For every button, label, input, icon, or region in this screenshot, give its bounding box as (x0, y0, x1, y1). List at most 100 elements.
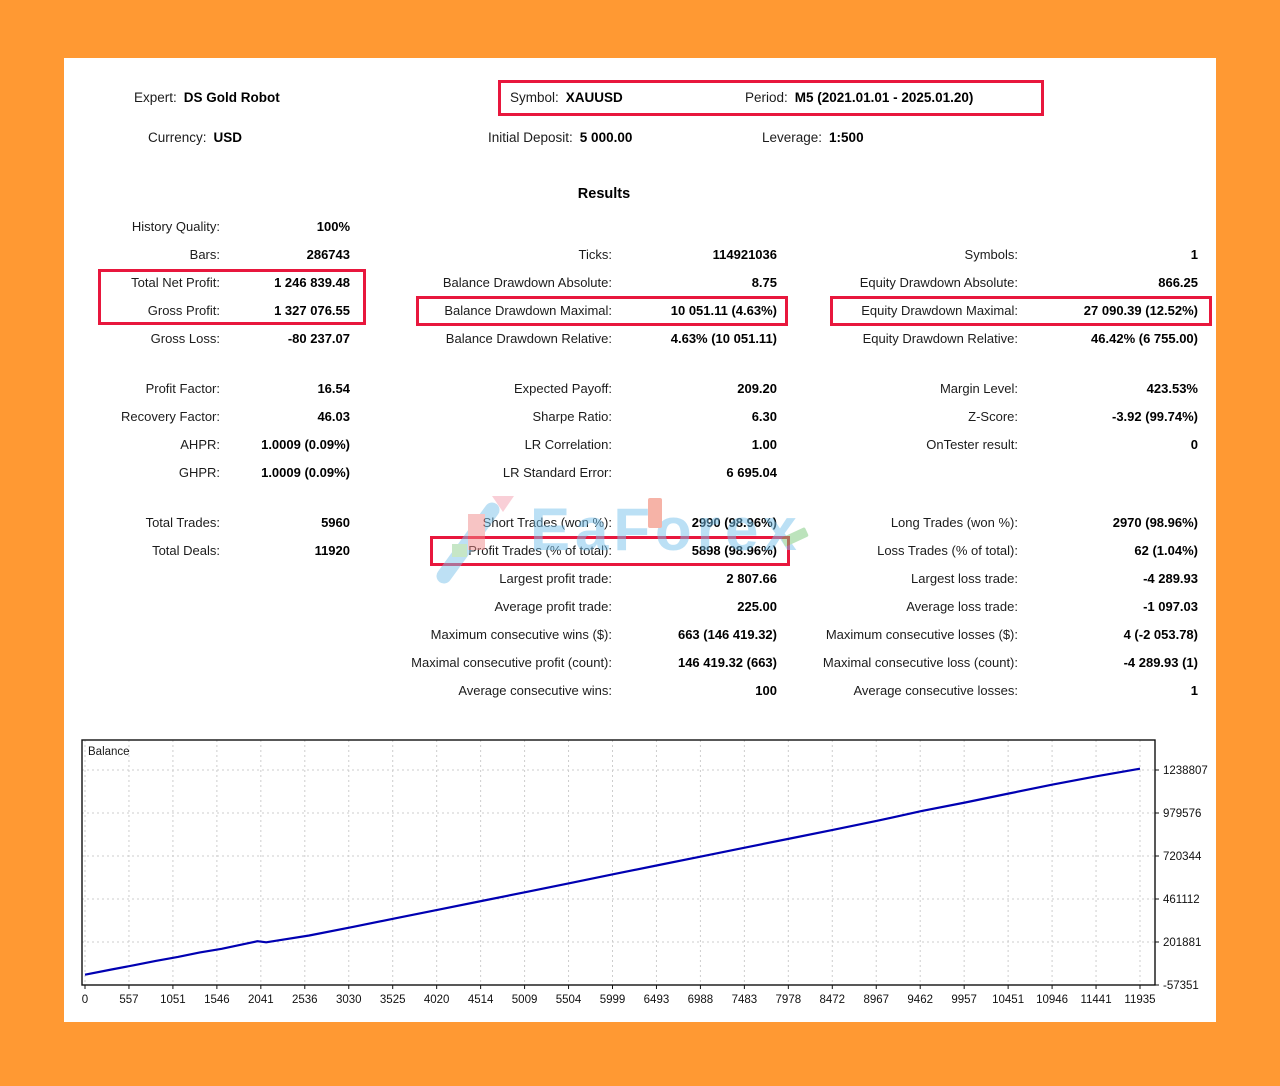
x-tick-label: 11441 (1080, 994, 1111, 1006)
stat-cell: Equity Drawdown Maximal: 27 090.39 (12.52… (777, 297, 1198, 325)
stat-cell: Balance Drawdown Relative: 4.63% (10 051.… (350, 325, 777, 353)
stat-label: Total Net Profit: (131, 275, 220, 290)
stat-cell (777, 459, 1198, 487)
x-tick-label: 8472 (819, 994, 845, 1006)
x-tick-label: 3525 (380, 994, 406, 1006)
stat-label: Average profit trade: (494, 599, 612, 614)
x-tick-label: 5009 (512, 994, 538, 1006)
stat-value: 663 (146 419.32) (677, 627, 777, 642)
initial-deposit-value: 5 000.00 (579, 130, 633, 145)
stat-value: 10 051.11 (4.63%) (670, 303, 777, 318)
x-tick-label: 7483 (732, 994, 758, 1006)
x-tick-label: 10451 (992, 994, 1024, 1006)
stats-row: Largest profit trade: 2 807.66 Largest los… (100, 565, 1200, 593)
stat-label: Maximum consecutive losses ($): (825, 627, 1018, 642)
stat-label: Z-Score: (968, 409, 1018, 424)
stat-cell: History Quality: 100% (100, 213, 350, 241)
balance-chart-container: 0 557 1051 1546 2041 2536 3030 3525 4020 4514 5009… (78, 734, 1228, 1024)
stat-label: Maximal consecutive profit (count): (411, 655, 612, 670)
stat-label: LR Standard Error: (502, 465, 612, 480)
y-tick-label: -57351 (1163, 980, 1199, 992)
stats-row: Total Net Profit: 1 246 839.48 Balance Dra… (100, 269, 1200, 297)
stat-cell: Largest loss trade: -4 289.93 (777, 565, 1198, 593)
stat-value: 46.03 (317, 409, 350, 424)
stat-value: 27 090.39 (12.52%) (1083, 303, 1198, 318)
stat-value: -4 289.93 (1) (1123, 655, 1198, 670)
stat-value: 62 (1.04%) (1134, 543, 1198, 558)
x-tick-label: 5504 (556, 994, 582, 1006)
stat-cell (100, 593, 350, 621)
stat-value: 2 807.66 (726, 571, 777, 586)
stat-label: Total Trades: (145, 515, 220, 530)
stat-label: Maximum consecutive wins ($): (430, 627, 612, 642)
stats-group-spacer (100, 487, 1200, 509)
stat-value: 146 419.32 (663) (677, 655, 777, 670)
stat-cell: Expected Payoff: 209.20 (350, 375, 777, 403)
stats-row: History Quality: 100% (100, 213, 1200, 241)
stat-cell: Ticks: 114921036 (350, 241, 777, 269)
stat-value: 114921036 (712, 247, 777, 262)
x-tick-label: 9957 (951, 994, 977, 1006)
currency-label: Currency: (148, 130, 207, 145)
stat-cell: Balance Drawdown Absolute: 8.75 (350, 269, 777, 297)
stat-cell: Gross Profit: 1 327 076.55 (100, 297, 350, 325)
stat-label: Ticks: (578, 247, 612, 262)
stat-cell: GHPR: 1.0009 (0.09%) (100, 459, 350, 487)
x-tick-label: 4020 (424, 994, 450, 1006)
stat-label: Bars: (189, 247, 220, 262)
symbol-label: Symbol: (510, 90, 559, 105)
period-field: Period: M5 (2021.01.01 - 2025.01.20) (745, 86, 973, 110)
currency-value: USD (213, 130, 243, 145)
stat-value: -4 289.93 (1143, 571, 1198, 586)
stat-value: -1 097.03 (1143, 599, 1198, 614)
stat-value: 8.75 (751, 275, 777, 290)
stats-row: Gross Profit: 1 327 076.55 Balance Drawdow… (100, 297, 1200, 325)
stat-value: 100% (316, 219, 350, 234)
x-tick-label: 9462 (907, 994, 933, 1006)
stat-value: 1 (1190, 683, 1198, 698)
stat-label: Total Deals: (152, 543, 220, 558)
x-tick-label: 557 (119, 994, 138, 1006)
stat-value: 286743 (306, 247, 350, 262)
stat-cell: Gross Loss: -80 237.07 (100, 325, 350, 353)
stat-cell: Symbols: 1 (777, 241, 1198, 269)
stat-label: Balance Drawdown Absolute: (442, 275, 612, 290)
stat-label: Equity Drawdown Relative: (862, 331, 1018, 346)
stat-value: 1 327 076.55 (274, 303, 350, 318)
stat-value: 11920 (314, 543, 350, 558)
stat-label: Average consecutive losses: (853, 683, 1018, 698)
stat-value: 6.30 (751, 409, 777, 424)
stat-label: LR Correlation: (524, 437, 612, 452)
stat-cell: Loss Trades (% of total): 62 (1.04%) (777, 537, 1198, 565)
stat-label: Short Trades (won %): (482, 515, 612, 530)
stat-value: 1 246 839.48 (274, 275, 350, 290)
stat-cell: Equity Drawdown Relative: 46.42% (6 755.0… (777, 325, 1198, 353)
stat-cell (100, 677, 350, 705)
balance-line (84, 767, 1141, 976)
stat-value: 1.0009 (0.09%) (261, 437, 350, 452)
stat-cell: Short Trades (won %): 2990 (98.96%) (350, 509, 777, 537)
stat-cell: Total Trades: 5960 (100, 509, 350, 537)
stat-cell (350, 213, 777, 241)
stat-value: 1.00 (751, 437, 777, 452)
stat-cell: Z-Score: -3.92 (99.74%) (777, 403, 1198, 431)
stats-row: Gross Loss: -80 237.07 Balance Drawdown Re… (100, 325, 1200, 353)
symbol-field: Symbol: XAUUSD (510, 86, 623, 110)
stat-cell: Profit Factor: 16.54 (100, 375, 350, 403)
x-tick-label: 6493 (644, 994, 670, 1006)
stat-value: 1.0009 (0.09%) (261, 465, 350, 480)
stat-value: 866.25 (1158, 275, 1198, 290)
backtest-report-panel: Expert: DS Gold Robot Symbol: XAUUSD Perio… (64, 58, 1216, 1022)
stat-label: Balance Drawdown Maximal: (444, 303, 612, 318)
stat-cell: LR Standard Error: 6 695.04 (350, 459, 777, 487)
stat-cell: Long Trades (won %): 2970 (98.96%) (777, 509, 1198, 537)
x-tick-label: 8967 (863, 994, 889, 1006)
leverage-field: Leverage: 1:500 (762, 126, 864, 150)
leverage-label: Leverage: (762, 130, 823, 145)
stat-cell: Recovery Factor: 46.03 (100, 403, 350, 431)
stat-value: 6 695.04 (726, 465, 777, 480)
stat-label: Average consecutive wins: (458, 683, 612, 698)
stat-value: 4 (-2 053.78) (1123, 627, 1198, 642)
results-table: History Quality: 100% Bars: 286743 Ticks: 114… (100, 213, 1200, 705)
stats-row: GHPR: 1.0009 (0.09%) LR Standard Error: 6 6… (100, 459, 1200, 487)
